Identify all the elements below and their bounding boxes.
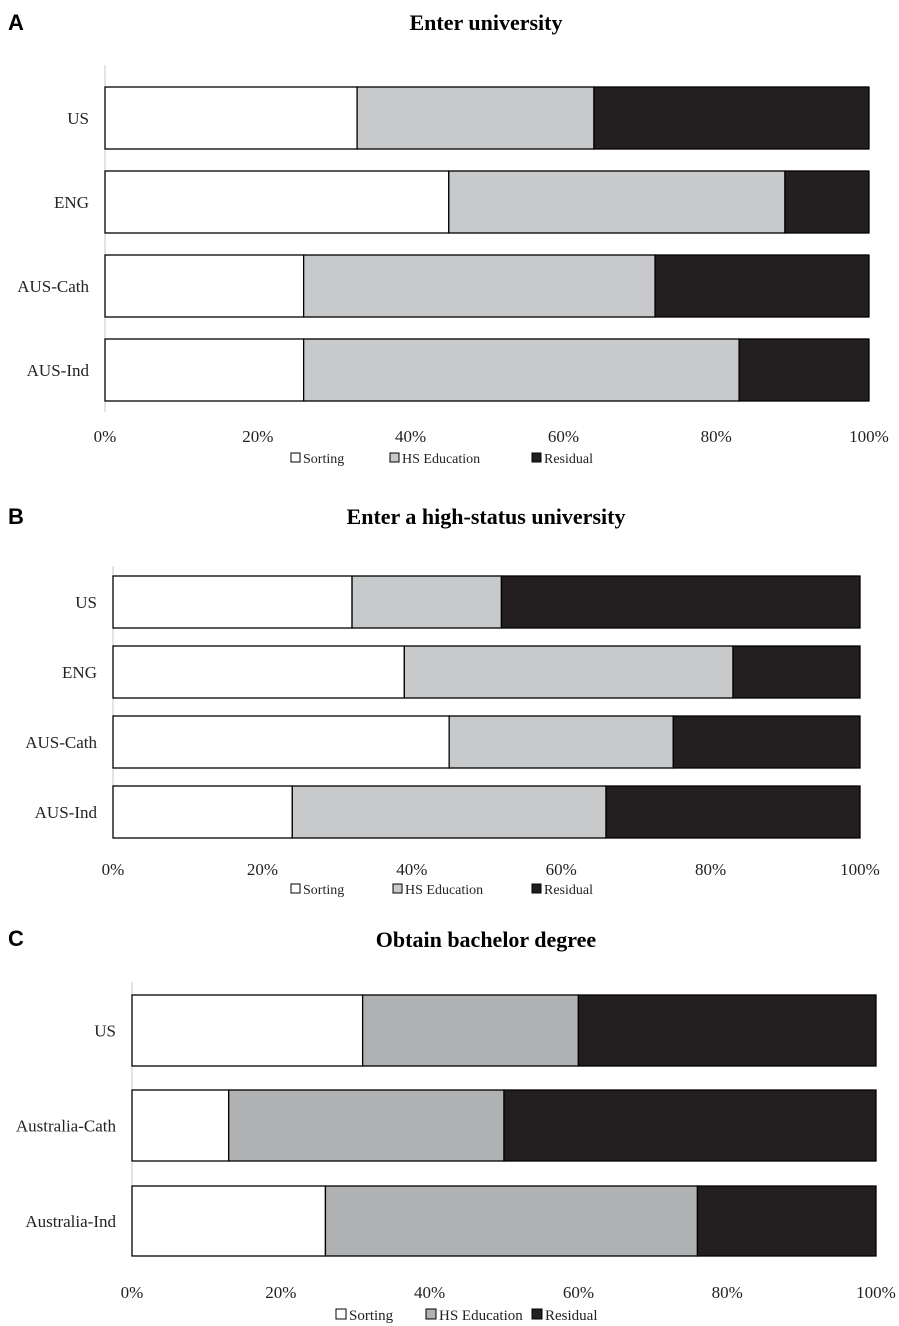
panel-b-bar-aus-ind-sorting [112, 785, 293, 839]
panel-c-title: Obtain bachelor degree [376, 927, 597, 952]
panel-b-bar-aus-ind-hs-education [291, 785, 607, 839]
panel-b-category-label-aus-ind: AUS-Ind [35, 803, 98, 822]
panel-b-bar-eng-sorting [112, 645, 405, 699]
panel-a-bar-aus-ind-hs-education [302, 338, 740, 402]
panel-a-legend-swatch-hs-education [389, 452, 400, 463]
panel-c-category-label-us: US [94, 1022, 116, 1041]
panel-a-bar-aus-cath-hs-education [302, 254, 656, 318]
panel-c-legend: Sorting HS Education Residual [335, 1308, 598, 1324]
panel-a-x-tick-60: 60% [548, 427, 579, 446]
panel-a-legend-label-hs-education: HS Education [402, 452, 480, 467]
panel-a-category-label-us: US [67, 109, 89, 128]
panel-a-bar-aus-ind-sorting [104, 338, 305, 402]
panel-c-bar-australia-cath-hs-education [228, 1089, 505, 1162]
panel-a-x-tick-100: 100% [849, 427, 889, 446]
panel-a-legend-label-residual: Residual [544, 452, 593, 467]
panel-a-legend-label-sorting: Sorting [303, 452, 344, 467]
panel-c-category-label-australia-cath: Australia-Cath [16, 1117, 117, 1136]
panel-b-category-label-eng: ENG [62, 663, 97, 682]
panel-c-bar-us-residual [577, 994, 877, 1067]
panel-a-title: Enter university [410, 10, 563, 35]
panel-a-bar-us-residual [593, 86, 870, 150]
panel-c-x-tick-20: 20% [265, 1283, 296, 1302]
panel-b-x-tick-100: 100% [840, 860, 880, 879]
panel-a-bar-eng-residual [784, 170, 870, 234]
panel-a-bar-eng-hs-education [448, 170, 786, 234]
panel-a-bar-us-hs-education [356, 86, 595, 150]
panel-b-title: Enter a high-status university [347, 504, 626, 529]
panel-b-legend-swatch-residual [531, 883, 542, 894]
panel-a-bar-eng-sorting [104, 170, 450, 234]
panel-c-bar-australia-ind-sorting [131, 1185, 327, 1257]
panel-a-category-label-eng: ENG [54, 193, 89, 212]
panel-b-x-tick-80: 80% [695, 860, 726, 879]
panel-c-bar-australia-ind-hs-education [324, 1185, 699, 1257]
panel-a-legend-swatch-residual [531, 452, 542, 463]
panel-b-category-label-us: US [75, 593, 97, 612]
panel-c-legend-swatch-residual [531, 1308, 543, 1320]
panel-a-bar-us-sorting [104, 86, 358, 150]
panel-b-bar-us-residual [500, 575, 861, 629]
panel-b-category-label-aus-cath: AUS-Cath [25, 733, 97, 752]
panel-c-legend-label-hs-education: HS Education [439, 1308, 523, 1324]
panel-a: A Enter university US ENG AUS-Cath AUS-Ind 0% 2… [8, 10, 889, 467]
panel-c: C Obtain bachelor degree US Australia-Cath A… [8, 926, 896, 1324]
panel-b-bar-us-sorting [112, 575, 353, 629]
panel-b-bar-aus-cath-hs-education [448, 715, 674, 769]
panel-a-bar-aus-ind-residual [738, 338, 870, 402]
panel-b-letter: B [8, 504, 24, 529]
panel-a-x-tick-0: 0% [94, 427, 117, 446]
panel-b-x-tick-40: 40% [396, 860, 427, 879]
panel-c-legend-swatch-hs-education [425, 1308, 437, 1320]
panel-b-legend: Sorting HS Education Residual [290, 883, 593, 898]
panel-c-bar-australia-cath-sorting [131, 1089, 230, 1162]
panel-b: B Enter a high-status university US ENG AUS-… [8, 504, 880, 898]
panel-c-x-tick-0: 0% [121, 1283, 144, 1302]
panel-b-legend-swatch-hs-education [392, 883, 403, 894]
panel-c-legend-swatch-sorting [335, 1308, 347, 1320]
panel-b-x-tick-0: 0% [102, 860, 125, 879]
panel-c-bar-us-hs-education [361, 994, 580, 1067]
panel-a-x-tick-40: 40% [395, 427, 426, 446]
panel-a-legend-swatch-sorting [290, 452, 301, 463]
panel-c-legend-label-residual: Residual [545, 1308, 598, 1324]
panel-c-letter: C [8, 926, 24, 951]
panel-c-x-tick-40: 40% [414, 1283, 445, 1302]
panel-a-category-label-aus-cath: AUS-Cath [17, 277, 89, 296]
panel-b-x-tick-20: 20% [247, 860, 278, 879]
panel-a-x-tick-80: 80% [701, 427, 732, 446]
panel-b-bar-eng-hs-education [403, 645, 734, 699]
panel-c-x-tick-100: 100% [856, 1283, 896, 1302]
panel-c-bar-us-sorting [131, 994, 364, 1067]
panel-a-category-label-aus-ind: AUS-Ind [27, 361, 90, 380]
panel-c-bar-australia-ind-residual [696, 1185, 877, 1257]
panel-b-legend-label-hs-education: HS Education [405, 883, 483, 898]
panel-a-legend: Sorting HS Education Residual [290, 452, 593, 467]
panel-c-x-tick-60: 60% [563, 1283, 594, 1302]
panel-c-bar-australia-cath-residual [503, 1089, 877, 1162]
panel-b-bar-us-hs-education [351, 575, 503, 629]
panel-b-bar-aus-ind-residual [605, 785, 861, 839]
panel-a-bar-aus-cath-sorting [104, 254, 305, 318]
panel-a-x-tick-20: 20% [242, 427, 273, 446]
panel-b-legend-label-sorting: Sorting [303, 883, 344, 898]
panel-b-bar-aus-cath-sorting [112, 715, 450, 769]
panel-b-legend-swatch-sorting [290, 883, 301, 894]
panel-b-x-tick-60: 60% [546, 860, 577, 879]
panel-c-category-label-australia-ind: Australia-Ind [25, 1212, 116, 1231]
panel-b-bar-eng-residual [732, 645, 861, 699]
panel-b-bar-aus-cath-residual [672, 715, 861, 769]
panel-c-x-tick-80: 80% [712, 1283, 743, 1302]
panel-b-legend-label-residual: Residual [544, 883, 593, 898]
panel-a-letter: A [8, 10, 24, 35]
panel-a-bar-aus-cath-residual [654, 254, 870, 318]
panel-c-legend-label-sorting: Sorting [349, 1308, 394, 1324]
